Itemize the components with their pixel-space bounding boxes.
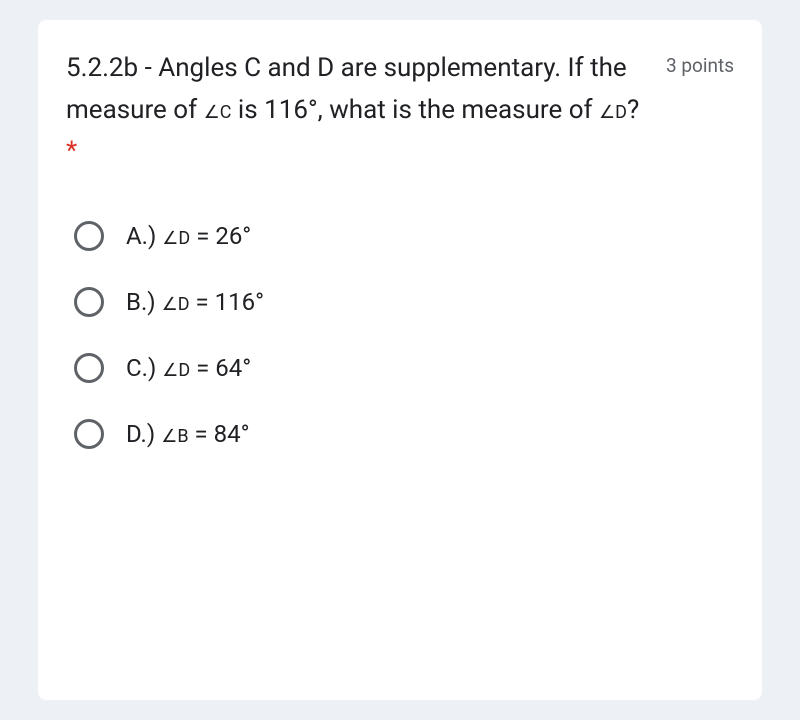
radio-icon <box>74 221 104 251</box>
option-d-label: D.) ∠B = 84° <box>126 420 250 448</box>
option-b-label: B.) ∠D = 116° <box>126 288 264 316</box>
option-a[interactable]: A.) ∠D = 26° <box>74 221 734 251</box>
question-text: 5.2.2b - Angles C and D are supplementar… <box>66 48 666 173</box>
option-b[interactable]: B.) ∠D = 116° <box>74 287 734 317</box>
option-a-label: A.) ∠D = 26° <box>126 222 251 250</box>
option-c[interactable]: C.) ∠D = 64° <box>74 353 734 383</box>
option-d[interactable]: D.) ∠B = 84° <box>74 419 734 449</box>
question-mid: is 116°, what is the measure of <box>231 95 599 125</box>
option-c-label: C.) ∠D = 64° <box>126 354 251 382</box>
question-card: 5.2.2b - Angles C and D are supplementar… <box>38 20 762 700</box>
radio-icon <box>74 353 104 383</box>
angle-d-symbol: ∠D <box>599 102 627 123</box>
required-asterisk: * <box>66 136 77 166</box>
question-header: 5.2.2b - Angles C and D are supplementar… <box>66 48 734 173</box>
angle-c-symbol: ∠C <box>204 102 232 123</box>
points-label: 3 points <box>666 54 734 77</box>
radio-icon <box>74 419 104 449</box>
options-group: A.) ∠D = 26° B.) ∠D = 116° C.) ∠D = 64° … <box>66 221 734 449</box>
question-suffix: ? <box>627 95 639 125</box>
radio-icon <box>74 287 104 317</box>
